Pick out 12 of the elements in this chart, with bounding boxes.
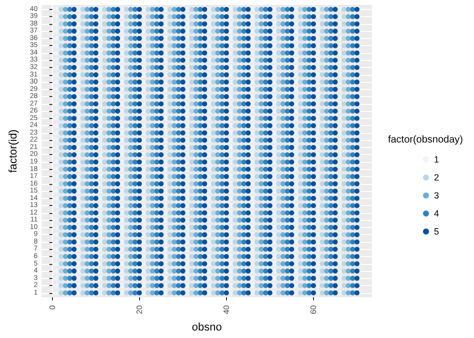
x-tick-label: 60 <box>308 304 318 314</box>
legend-label: 1 <box>434 154 440 164</box>
x-tick-label: 0 <box>48 304 57 310</box>
x-axis-title: obsno <box>192 322 222 334</box>
legend-label: 2 <box>434 172 440 182</box>
x-tick-label: 20 <box>134 304 144 314</box>
x-tick-label: 40 <box>222 304 231 314</box>
legend-label: 4 <box>434 208 440 218</box>
legend-label: 3 <box>434 190 440 200</box>
y-axis-title: factor(id) <box>8 129 20 173</box>
legend-title: factor(obsnoday) <box>388 134 464 146</box>
legend-label: 5 <box>434 226 440 236</box>
